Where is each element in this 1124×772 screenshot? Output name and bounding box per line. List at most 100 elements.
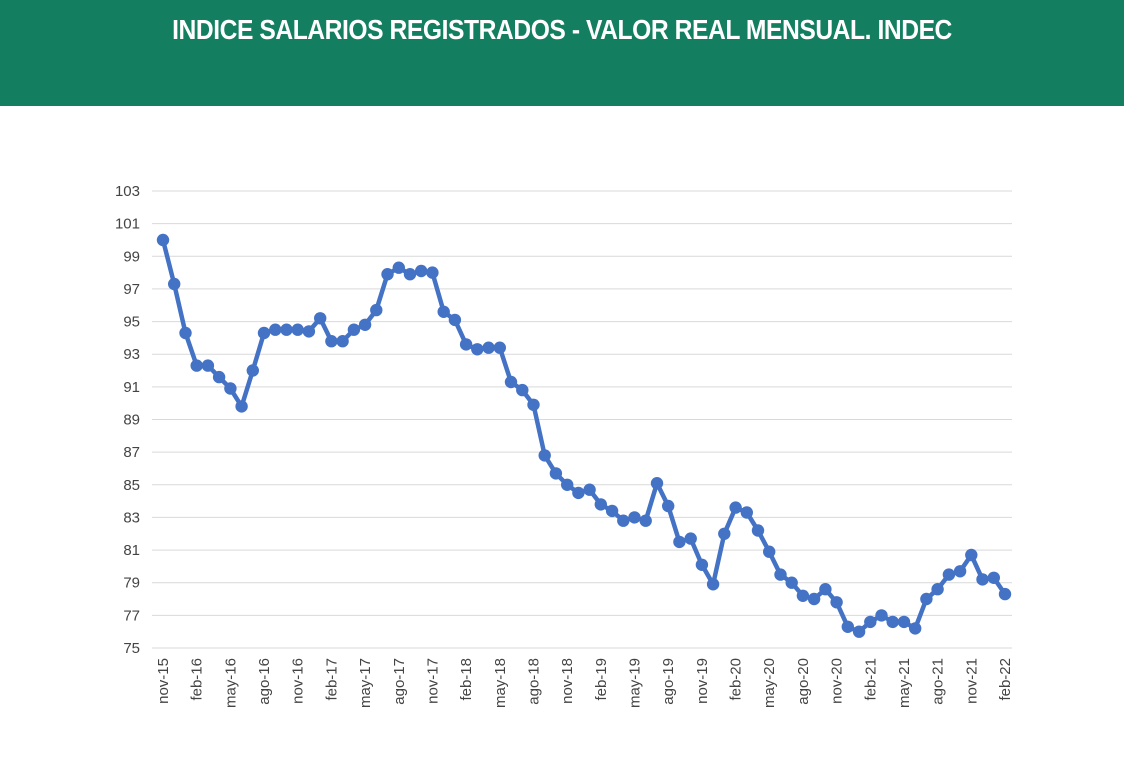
data-point xyxy=(179,326,192,340)
x-tick-label: may-20 xyxy=(761,658,778,708)
x-tick-label: may-21 xyxy=(896,658,913,708)
series-line xyxy=(160,237,1008,634)
data-point xyxy=(987,571,1000,584)
x-tick-label: nov-21 xyxy=(963,658,980,704)
x-axis-ticks: nov-15 feb-16 may-16 ago-16 nov-16 feb-17 may-… xyxy=(155,658,1014,708)
data-point xyxy=(830,596,843,609)
data-point xyxy=(751,524,765,537)
x-tick-label: ago-20 xyxy=(795,658,812,705)
gridlines xyxy=(152,190,1012,649)
x-tick-label: nov-17 xyxy=(424,658,441,704)
x-tick-label: ago-17 xyxy=(391,658,408,705)
data-point xyxy=(953,565,967,578)
data-point xyxy=(920,592,933,606)
y-tick-label: 75 xyxy=(123,640,140,657)
y-tick-label: 77 xyxy=(123,607,140,624)
x-tick-label: feb-22 xyxy=(997,658,1014,701)
data-point xyxy=(246,364,259,377)
data-point xyxy=(212,370,226,384)
data-point xyxy=(561,478,574,491)
y-tick-label: 81 xyxy=(123,542,140,559)
data-point xyxy=(403,268,417,281)
data-point xyxy=(549,467,563,480)
data-point xyxy=(336,335,349,348)
data-point xyxy=(909,622,922,635)
x-tick-label: feb-19 xyxy=(593,658,610,701)
data-point xyxy=(314,312,327,325)
data-point xyxy=(224,382,237,395)
data-point xyxy=(706,578,720,591)
y-tick-label: 89 xyxy=(123,412,140,429)
data-point xyxy=(718,527,731,540)
data-point xyxy=(875,609,888,622)
data-point xyxy=(437,305,450,318)
data-point xyxy=(504,375,518,389)
data-point xyxy=(684,532,697,545)
data-point xyxy=(168,277,181,291)
data-point xyxy=(325,335,338,348)
data-point xyxy=(381,268,394,281)
data-point xyxy=(156,233,170,247)
y-tick-label: 101 xyxy=(115,216,140,233)
data-point xyxy=(594,498,607,511)
data-point xyxy=(841,620,854,633)
data-point xyxy=(796,589,810,602)
x-tick-label: feb-16 xyxy=(189,658,206,701)
data-point xyxy=(527,398,540,411)
data-point xyxy=(493,341,506,354)
data-point xyxy=(291,323,304,336)
data-point xyxy=(864,615,877,629)
data-point xyxy=(370,303,383,317)
data-point xyxy=(740,506,753,519)
y-tick-label: 79 xyxy=(123,575,140,592)
data-point xyxy=(628,511,641,524)
data-point xyxy=(639,514,652,527)
x-tick-label: nov-20 xyxy=(829,658,846,704)
x-tick-label: nov-18 xyxy=(559,658,576,704)
data-point xyxy=(392,261,405,274)
data-point xyxy=(763,545,776,558)
data-point xyxy=(729,501,742,514)
data-point xyxy=(280,323,293,336)
data-point xyxy=(415,264,428,278)
data-point xyxy=(695,558,709,571)
x-tick-label: feb-20 xyxy=(728,658,745,701)
data-point xyxy=(459,338,473,351)
data-point xyxy=(819,583,832,596)
x-tick-label: nov-19 xyxy=(694,658,711,704)
x-tick-label: feb-21 xyxy=(862,658,879,701)
data-point xyxy=(662,499,675,513)
x-tick-label: nov-16 xyxy=(290,658,307,704)
x-tick-label: may-18 xyxy=(492,658,509,708)
data-point xyxy=(190,359,203,372)
x-tick-label: feb-18 xyxy=(458,658,475,701)
data-point xyxy=(201,359,215,372)
x-tick-label: nov-15 xyxy=(155,658,172,704)
data-point xyxy=(617,514,630,527)
data-point xyxy=(347,323,361,336)
data-point xyxy=(516,383,529,397)
data-point xyxy=(583,483,596,496)
data-point xyxy=(538,449,551,462)
data-point xyxy=(897,615,911,629)
data-point xyxy=(807,592,821,606)
x-tick-label: ago-16 xyxy=(256,658,273,705)
data-point xyxy=(942,568,956,581)
y-tick-label: 97 xyxy=(123,281,140,298)
data-point xyxy=(852,625,866,638)
data-point xyxy=(572,486,585,500)
data-point xyxy=(257,326,271,340)
x-tick-label: ago-19 xyxy=(660,658,677,705)
y-tick-label: 99 xyxy=(123,248,140,265)
data-point xyxy=(605,504,619,518)
data-point xyxy=(302,325,316,338)
data-point xyxy=(482,341,495,354)
x-tick-label: ago-21 xyxy=(930,658,947,705)
data-point xyxy=(785,576,798,589)
y-tick-label: 91 xyxy=(123,379,140,396)
data-point xyxy=(426,266,439,279)
y-axis-ticks: 75 77 79 81 83 85 87 89 91 93 95 97 99 101 103 xyxy=(115,183,140,657)
x-tick-label: ago-18 xyxy=(525,658,542,705)
data-point xyxy=(774,568,787,581)
x-tick-label: may-19 xyxy=(627,658,644,708)
